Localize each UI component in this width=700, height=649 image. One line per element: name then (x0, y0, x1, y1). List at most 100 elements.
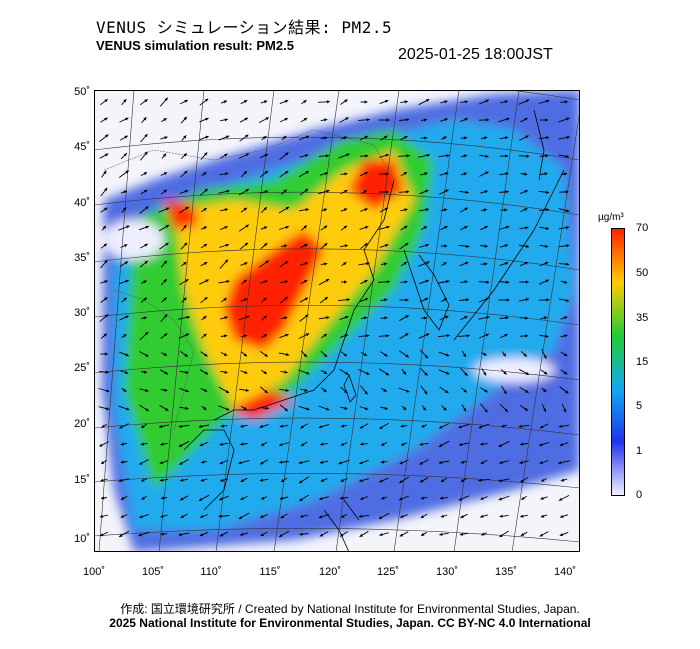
wind-arrow-head (285, 152, 289, 156)
wind-arrow-head (245, 188, 249, 192)
wind-arrow-head (198, 424, 203, 428)
wind-arrow-head (183, 153, 187, 157)
wind-arrow-head (165, 225, 169, 228)
wind-arrow-head (445, 353, 450, 357)
wind-arrow-head (318, 425, 323, 429)
wind-arrow-head (300, 425, 304, 429)
lat-label-20: 20˚ (74, 418, 90, 430)
wind-arrow-head (319, 497, 323, 501)
wind-arrow-head (143, 280, 147, 284)
wind-arrow-head (406, 190, 410, 194)
wind-arrow-head (344, 334, 349, 338)
region-red-north (349, 160, 404, 210)
wind-arrow-head (225, 243, 229, 247)
wind-arrow-head (381, 496, 385, 500)
wind-arrow-head (339, 496, 344, 500)
wind-arrow-head (419, 461, 423, 465)
wind-arrow-head (264, 280, 268, 284)
wind-arrow-head (525, 244, 530, 248)
wind-arrow-head (123, 190, 127, 194)
wind-arrow-head (379, 533, 383, 536)
wind-arrow-head (524, 208, 528, 212)
wind-arrow-head (559, 533, 564, 536)
wind-arrow-head (123, 297, 127, 301)
wind-arrow-head (565, 190, 569, 194)
lat-label-50: 50˚ (74, 86, 90, 98)
wind-arrow-head (243, 279, 247, 283)
wind-arrow-head (325, 279, 330, 283)
region-red-south (229, 390, 294, 420)
pm25-map (94, 90, 580, 552)
wind-arrow-head (178, 533, 182, 537)
wind-arrow-head (264, 389, 268, 394)
wind-arrow-head (366, 334, 370, 338)
wind-arrow-head (125, 170, 129, 174)
wind-arrow-head (185, 406, 189, 410)
wind-arrow-head (504, 208, 508, 212)
wind-arrow-head (163, 297, 167, 301)
wind-arrow-head (545, 334, 549, 338)
wind-arrow-head (385, 372, 389, 376)
wind-arrow-head (464, 207, 468, 211)
wind-arrow-head (504, 262, 509, 266)
wind-arrow-head (403, 172, 407, 176)
wind-arrow-head (399, 533, 404, 537)
wind-arrow-head (365, 154, 369, 158)
wind-arrow-head (300, 514, 304, 518)
wind-arrow-head (505, 190, 509, 194)
wind-arrow-head (103, 243, 107, 247)
lon-label-120: 120˚ (318, 566, 342, 578)
wind-arrow-head (385, 190, 389, 194)
wind-arrow-head (541, 478, 545, 482)
wind-arrow-head (359, 479, 363, 483)
wind-arrow-head (563, 371, 568, 375)
wind-arrow-head (384, 316, 388, 320)
wind-arrow-head (524, 118, 528, 121)
wind-arrow-head (478, 478, 482, 482)
wind-arrow-head (204, 188, 208, 192)
wind-arrow-head (105, 370, 109, 374)
wind-arrow-head (558, 424, 563, 428)
wind-arrow-head (203, 208, 207, 212)
wind-arrow-head (460, 460, 465, 464)
coast-indochina (183, 429, 235, 511)
wind-arrow-head (384, 135, 388, 139)
wind-arrow-head (546, 298, 550, 302)
wind-arrow-head (164, 388, 168, 392)
wind-arrow-head (143, 316, 147, 320)
wind-arrow-head (520, 514, 524, 518)
wind-arrow-head (564, 316, 568, 320)
lat-label-15: 15˚ (74, 474, 90, 486)
wind-arrow-head (279, 460, 283, 464)
wind-arrow-head (226, 407, 230, 411)
wind-arrow-head (483, 136, 488, 140)
wind-arrow-head (224, 334, 228, 338)
wind-arrow-head (483, 352, 487, 356)
wind-arrow-head (445, 371, 450, 375)
wind-arrow-head (184, 100, 188, 103)
wind-arrow-head (443, 298, 447, 302)
wind-arrow-head (465, 261, 469, 265)
wind-arrow-head (243, 334, 248, 338)
wind-arrow-head (485, 297, 489, 301)
colorbar-tick-0: 0 (636, 489, 643, 501)
wind-arrow-head (501, 424, 505, 428)
wind-arrow-head (225, 135, 230, 139)
wind-arrow-head (344, 99, 348, 103)
wind-arrow-head (305, 171, 309, 174)
wind-arrow-head (261, 496, 265, 500)
wind-arrow-head (285, 333, 289, 337)
wind-arrow-head (505, 154, 509, 158)
wind-arrow-head (505, 172, 509, 176)
wind-arrow-head (99, 443, 103, 447)
wind-arrow-head (344, 315, 349, 319)
wind-arrow-head (304, 262, 309, 266)
wind-arrow-head (145, 206, 149, 210)
wind-arrow-head (243, 171, 247, 175)
wind-arrow-head (463, 389, 467, 393)
wind-arrow-head (404, 136, 408, 139)
wind-arrow-head (525, 226, 529, 230)
wind-arrow-head (444, 226, 448, 229)
wind-arrow-head (162, 153, 167, 157)
wind-arrow-head (244, 298, 248, 302)
